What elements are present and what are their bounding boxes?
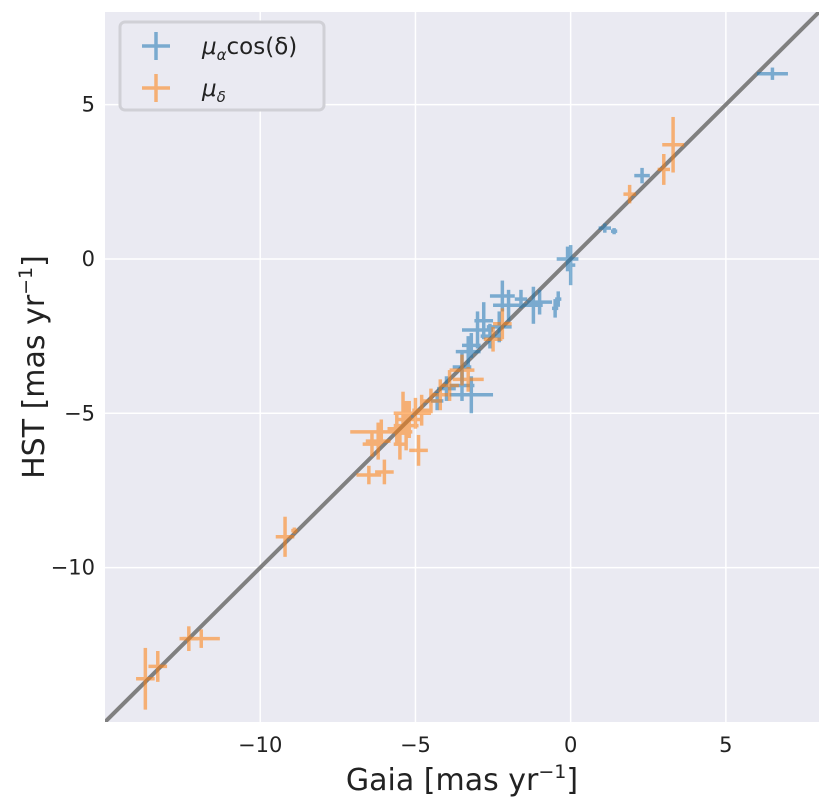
data-point xyxy=(375,459,394,485)
legend-label-mu-delta: μδ xyxy=(201,76,226,106)
series-mu-delta xyxy=(136,116,684,710)
data-point xyxy=(634,167,650,184)
data-point xyxy=(365,422,391,460)
x-tick-label: 0 xyxy=(564,733,577,757)
data-point xyxy=(362,431,382,457)
data-point xyxy=(462,333,481,358)
data-point xyxy=(449,376,494,414)
data-point xyxy=(598,223,612,233)
data-point xyxy=(462,311,494,349)
legend-marker-mu-delta xyxy=(142,74,170,102)
data-point xyxy=(275,516,295,557)
data-point xyxy=(489,280,515,312)
x-tick-label: −5 xyxy=(400,733,431,757)
y-axis-label: HST [mas yr−1] xyxy=(15,255,52,479)
data-point xyxy=(182,629,220,648)
y-tick-label: −5 xyxy=(64,401,95,425)
legend-box xyxy=(118,20,326,112)
data-layer xyxy=(136,67,788,710)
data-point xyxy=(556,246,579,272)
data-point xyxy=(455,336,481,367)
y-tick-label: −10 xyxy=(51,556,95,580)
data-point xyxy=(356,465,382,485)
data-point xyxy=(409,434,428,466)
x-tick-label: 5 xyxy=(719,733,732,757)
data-point xyxy=(483,326,503,352)
data-point xyxy=(657,154,670,185)
legend-label-mu-alpha: μαcos(δ) xyxy=(201,34,297,64)
data-point xyxy=(756,67,788,80)
data-point xyxy=(623,184,636,204)
data-point xyxy=(565,245,576,286)
x-tick-label: −10 xyxy=(238,733,282,757)
grid-lines xyxy=(105,12,819,722)
y-tick-label: 5 xyxy=(82,93,95,117)
data-point xyxy=(524,286,543,324)
data-point xyxy=(527,289,553,315)
data-point xyxy=(136,647,155,710)
data-point xyxy=(552,299,559,318)
data-point xyxy=(148,651,168,682)
data-point xyxy=(393,428,407,460)
data-point xyxy=(452,367,484,392)
y-tick-label: 0 xyxy=(82,247,95,271)
legend-marker-mu-alpha xyxy=(142,32,170,60)
data-point xyxy=(291,527,298,534)
legend: μαcos(δ) μδ xyxy=(118,20,326,112)
data-point xyxy=(611,228,618,235)
data-point xyxy=(493,308,512,340)
data-point xyxy=(387,413,407,445)
x-axis-label: Gaia [mas yr−1] xyxy=(346,761,578,798)
tick-labels: −10 −5 0 5 5 0 −5 −10 xyxy=(51,93,733,757)
data-point xyxy=(662,116,684,173)
data-point xyxy=(430,379,450,411)
